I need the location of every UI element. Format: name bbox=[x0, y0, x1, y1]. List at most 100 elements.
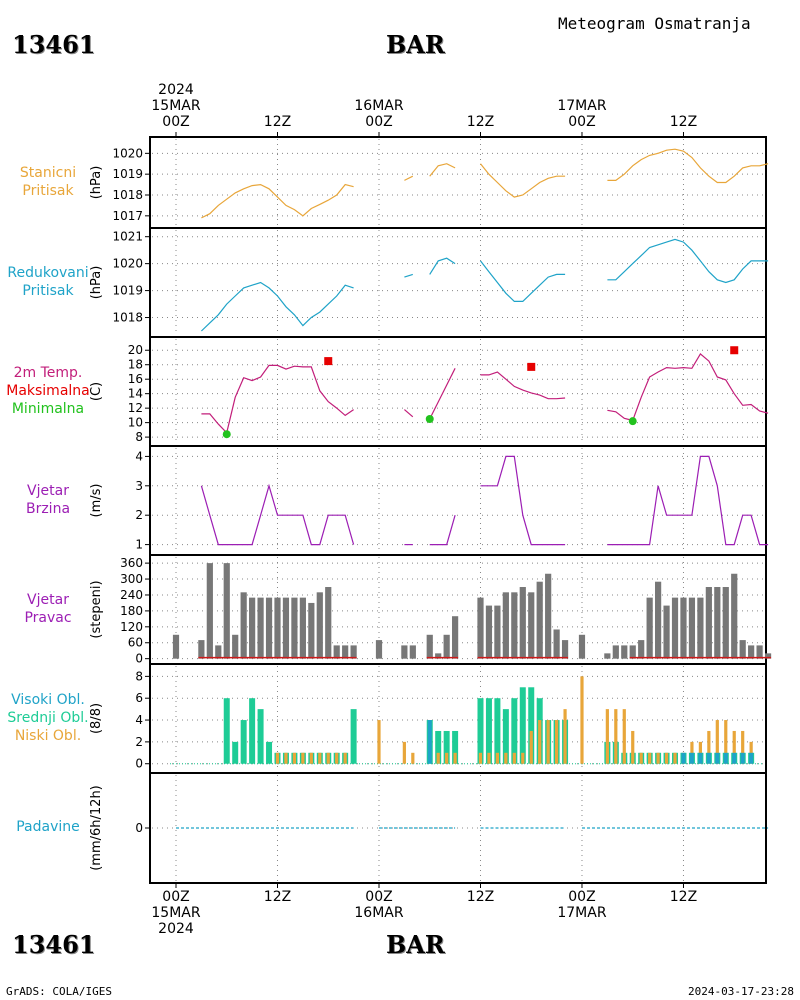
direction-bar bbox=[308, 602, 315, 659]
series-line bbox=[200, 281, 354, 332]
cloud-bar bbox=[673, 752, 677, 764]
direction-bar bbox=[350, 645, 357, 659]
y-tick-label: 1019 bbox=[112, 167, 143, 181]
y-tick-label: 1018 bbox=[112, 188, 143, 202]
time-label-bottom: 00Z bbox=[568, 889, 596, 905]
y-axis-label: (C) bbox=[89, 382, 104, 401]
cloud-bar bbox=[318, 752, 322, 764]
cloud-bar bbox=[223, 698, 230, 764]
time-label-top: 16MAR bbox=[354, 98, 404, 114]
time-label-top: 12Z bbox=[466, 114, 495, 130]
direction-bar bbox=[604, 653, 611, 659]
min-temp-marker bbox=[628, 417, 637, 426]
direction-bar bbox=[282, 597, 290, 659]
series-line bbox=[404, 273, 413, 278]
panel-label: 2m Temp. bbox=[13, 364, 83, 381]
cloud-bar bbox=[309, 752, 313, 764]
series-line bbox=[200, 483, 355, 546]
y-tick-label: 0 bbox=[135, 757, 143, 771]
cloud-bar bbox=[563, 709, 567, 764]
cloud-bar bbox=[749, 752, 754, 764]
direction-bar bbox=[536, 581, 543, 659]
time-label-top: 2024 bbox=[158, 82, 194, 98]
cloud-bar bbox=[266, 741, 273, 764]
cloud-bar bbox=[502, 709, 509, 764]
cloud-bar bbox=[343, 752, 347, 764]
grads-credit: GrADS: COLA/IGES bbox=[6, 985, 112, 998]
direction-bar bbox=[764, 653, 772, 659]
station-id-bottom: 13461 bbox=[12, 930, 96, 959]
min-temp-marker bbox=[425, 415, 434, 424]
cloud-bar bbox=[698, 752, 703, 764]
cloud-bar bbox=[519, 687, 526, 764]
time-label-bottom: 12Z bbox=[669, 889, 698, 905]
series-line bbox=[607, 238, 769, 284]
cloud-bar bbox=[656, 752, 660, 764]
series-line bbox=[201, 183, 354, 219]
max-temp-marker bbox=[324, 357, 333, 366]
cloud-bar bbox=[706, 752, 711, 764]
cloud-bar bbox=[275, 752, 280, 764]
station-id-top: 13461 bbox=[12, 30, 96, 59]
y-tick-label: 180 bbox=[120, 604, 143, 618]
direction-bar bbox=[342, 645, 349, 659]
cloud-bar bbox=[648, 752, 652, 764]
cloud-bar bbox=[715, 752, 720, 764]
cloud-bar bbox=[732, 752, 737, 764]
cloud-bar bbox=[292, 752, 297, 764]
direction-bar bbox=[485, 605, 493, 659]
chart-frame bbox=[149, 136, 767, 884]
direction-bar bbox=[477, 597, 484, 659]
min-temp-marker bbox=[222, 430, 231, 439]
y-tick-label: 60 bbox=[128, 636, 143, 650]
y-tick-label: 8 bbox=[135, 430, 143, 444]
panel-label: Srednji Obl. bbox=[7, 709, 89, 726]
y-tick-label: 10 bbox=[128, 416, 143, 430]
cloud-bar bbox=[622, 709, 626, 764]
time-label-bottom: 16MAR bbox=[354, 905, 404, 921]
y-tick-label: 1019 bbox=[112, 284, 143, 298]
direction-bar bbox=[452, 616, 459, 659]
direction-bar bbox=[680, 597, 687, 659]
cloud-bar bbox=[724, 720, 728, 764]
y-tick-label: 2 bbox=[135, 508, 143, 522]
direction-bar bbox=[215, 645, 222, 659]
max-temp-marker bbox=[730, 346, 739, 355]
generated-timestamp: 2024-03-17-23:28 bbox=[688, 985, 794, 998]
cloud-bar bbox=[335, 752, 339, 764]
panel-label: Stanicni bbox=[19, 164, 77, 181]
panel-label: Pritisak bbox=[22, 182, 74, 199]
direction-bar bbox=[409, 645, 416, 659]
cloud-bar bbox=[445, 752, 449, 764]
y-tick-label: 1 bbox=[135, 538, 143, 552]
direction-bar bbox=[511, 592, 518, 659]
y-tick-label: 12 bbox=[128, 401, 143, 415]
cloud-bar bbox=[698, 741, 702, 764]
panel-label: Pritisak bbox=[22, 282, 74, 299]
cloud-bar bbox=[605, 709, 609, 764]
cloud-bar bbox=[732, 730, 736, 764]
cloud-bar bbox=[521, 752, 525, 764]
time-label-top: 12Z bbox=[263, 114, 292, 130]
direction-bar bbox=[646, 597, 653, 659]
meteogram-title: Meteogram Osmatranja bbox=[558, 14, 751, 33]
y-tick-label: 360 bbox=[120, 556, 143, 570]
cloud-bar bbox=[512, 752, 516, 764]
direction-bar bbox=[443, 634, 450, 659]
cloud-bar bbox=[436, 752, 440, 764]
cloud-bar bbox=[631, 730, 635, 764]
time-label-top: 00Z bbox=[162, 114, 190, 130]
direction-bar bbox=[655, 581, 662, 659]
y-tick-label: 4 bbox=[135, 449, 143, 463]
cloud-bar bbox=[529, 730, 533, 764]
cloud-bar bbox=[580, 676, 584, 764]
direction-bar bbox=[401, 645, 408, 659]
cloud-bar bbox=[511, 698, 518, 764]
max-temp-marker bbox=[527, 362, 536, 371]
direction-bar bbox=[612, 645, 619, 659]
series-line bbox=[404, 409, 414, 418]
direction-bar bbox=[663, 605, 670, 659]
series-line bbox=[480, 455, 566, 546]
time-label-bottom: 00Z bbox=[365, 889, 393, 905]
